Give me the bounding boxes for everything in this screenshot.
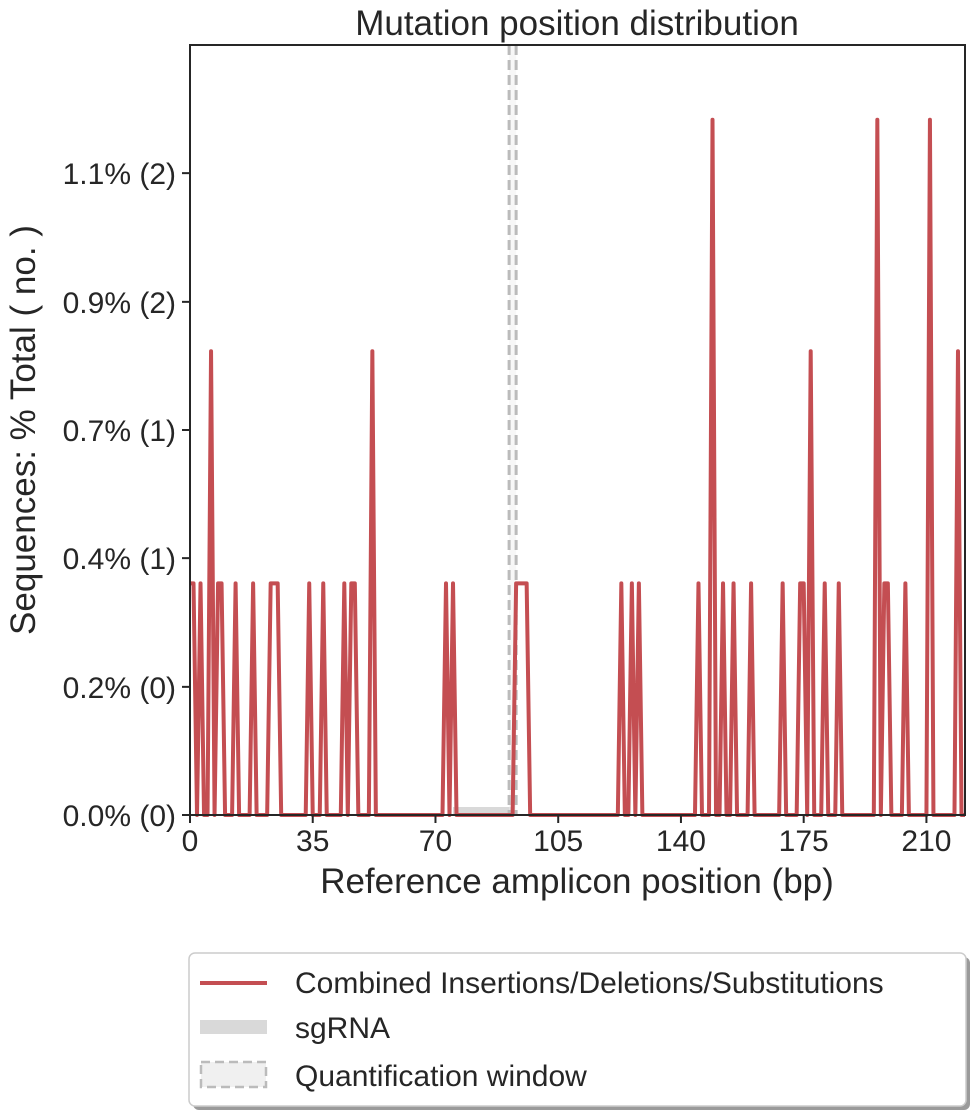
y-tick-label: 0.2% (0) bbox=[63, 672, 176, 705]
legend-swatch-quantification-window bbox=[199, 1060, 268, 1089]
legend-box bbox=[188, 952, 967, 1107]
x-tick-label: 175 bbox=[779, 825, 829, 858]
y-tick-label: 0.0% (0) bbox=[63, 800, 176, 833]
x-tick-label: 105 bbox=[533, 825, 583, 858]
y-tick-label: 0.9% (2) bbox=[63, 287, 176, 320]
y-tick-label: 0.4% (1) bbox=[63, 543, 176, 576]
sgrna-band bbox=[453, 807, 513, 815]
legend: Combined Insertions/Deletions/Substituti… bbox=[188, 952, 970, 1110]
x-tick-label: 210 bbox=[901, 825, 951, 858]
x-tick-label: 70 bbox=[419, 825, 452, 858]
y-tick-label: 0.7% (1) bbox=[63, 415, 176, 448]
y-axis-title: Sequences: % Total ( no. ) bbox=[4, 225, 43, 635]
legend-swatch-sgrna bbox=[200, 1020, 267, 1034]
x-tick-label: 0 bbox=[182, 825, 199, 858]
chart-title: Mutation position distribution bbox=[355, 4, 799, 43]
legend-label-combined: Combined Insertions/Deletions/Substituti… bbox=[295, 967, 884, 1000]
x-axis-title: Reference amplicon position (bp) bbox=[320, 862, 834, 901]
legend-label-sgrna: sgRNA bbox=[295, 1012, 390, 1045]
y-tick-label: 1.1% (2) bbox=[63, 158, 176, 191]
legend-label-quantification-window: Quantification window bbox=[295, 1060, 587, 1093]
x-tick-label: 140 bbox=[656, 825, 706, 858]
x-tick-label: 35 bbox=[296, 825, 329, 858]
quantification-window bbox=[509, 45, 517, 815]
